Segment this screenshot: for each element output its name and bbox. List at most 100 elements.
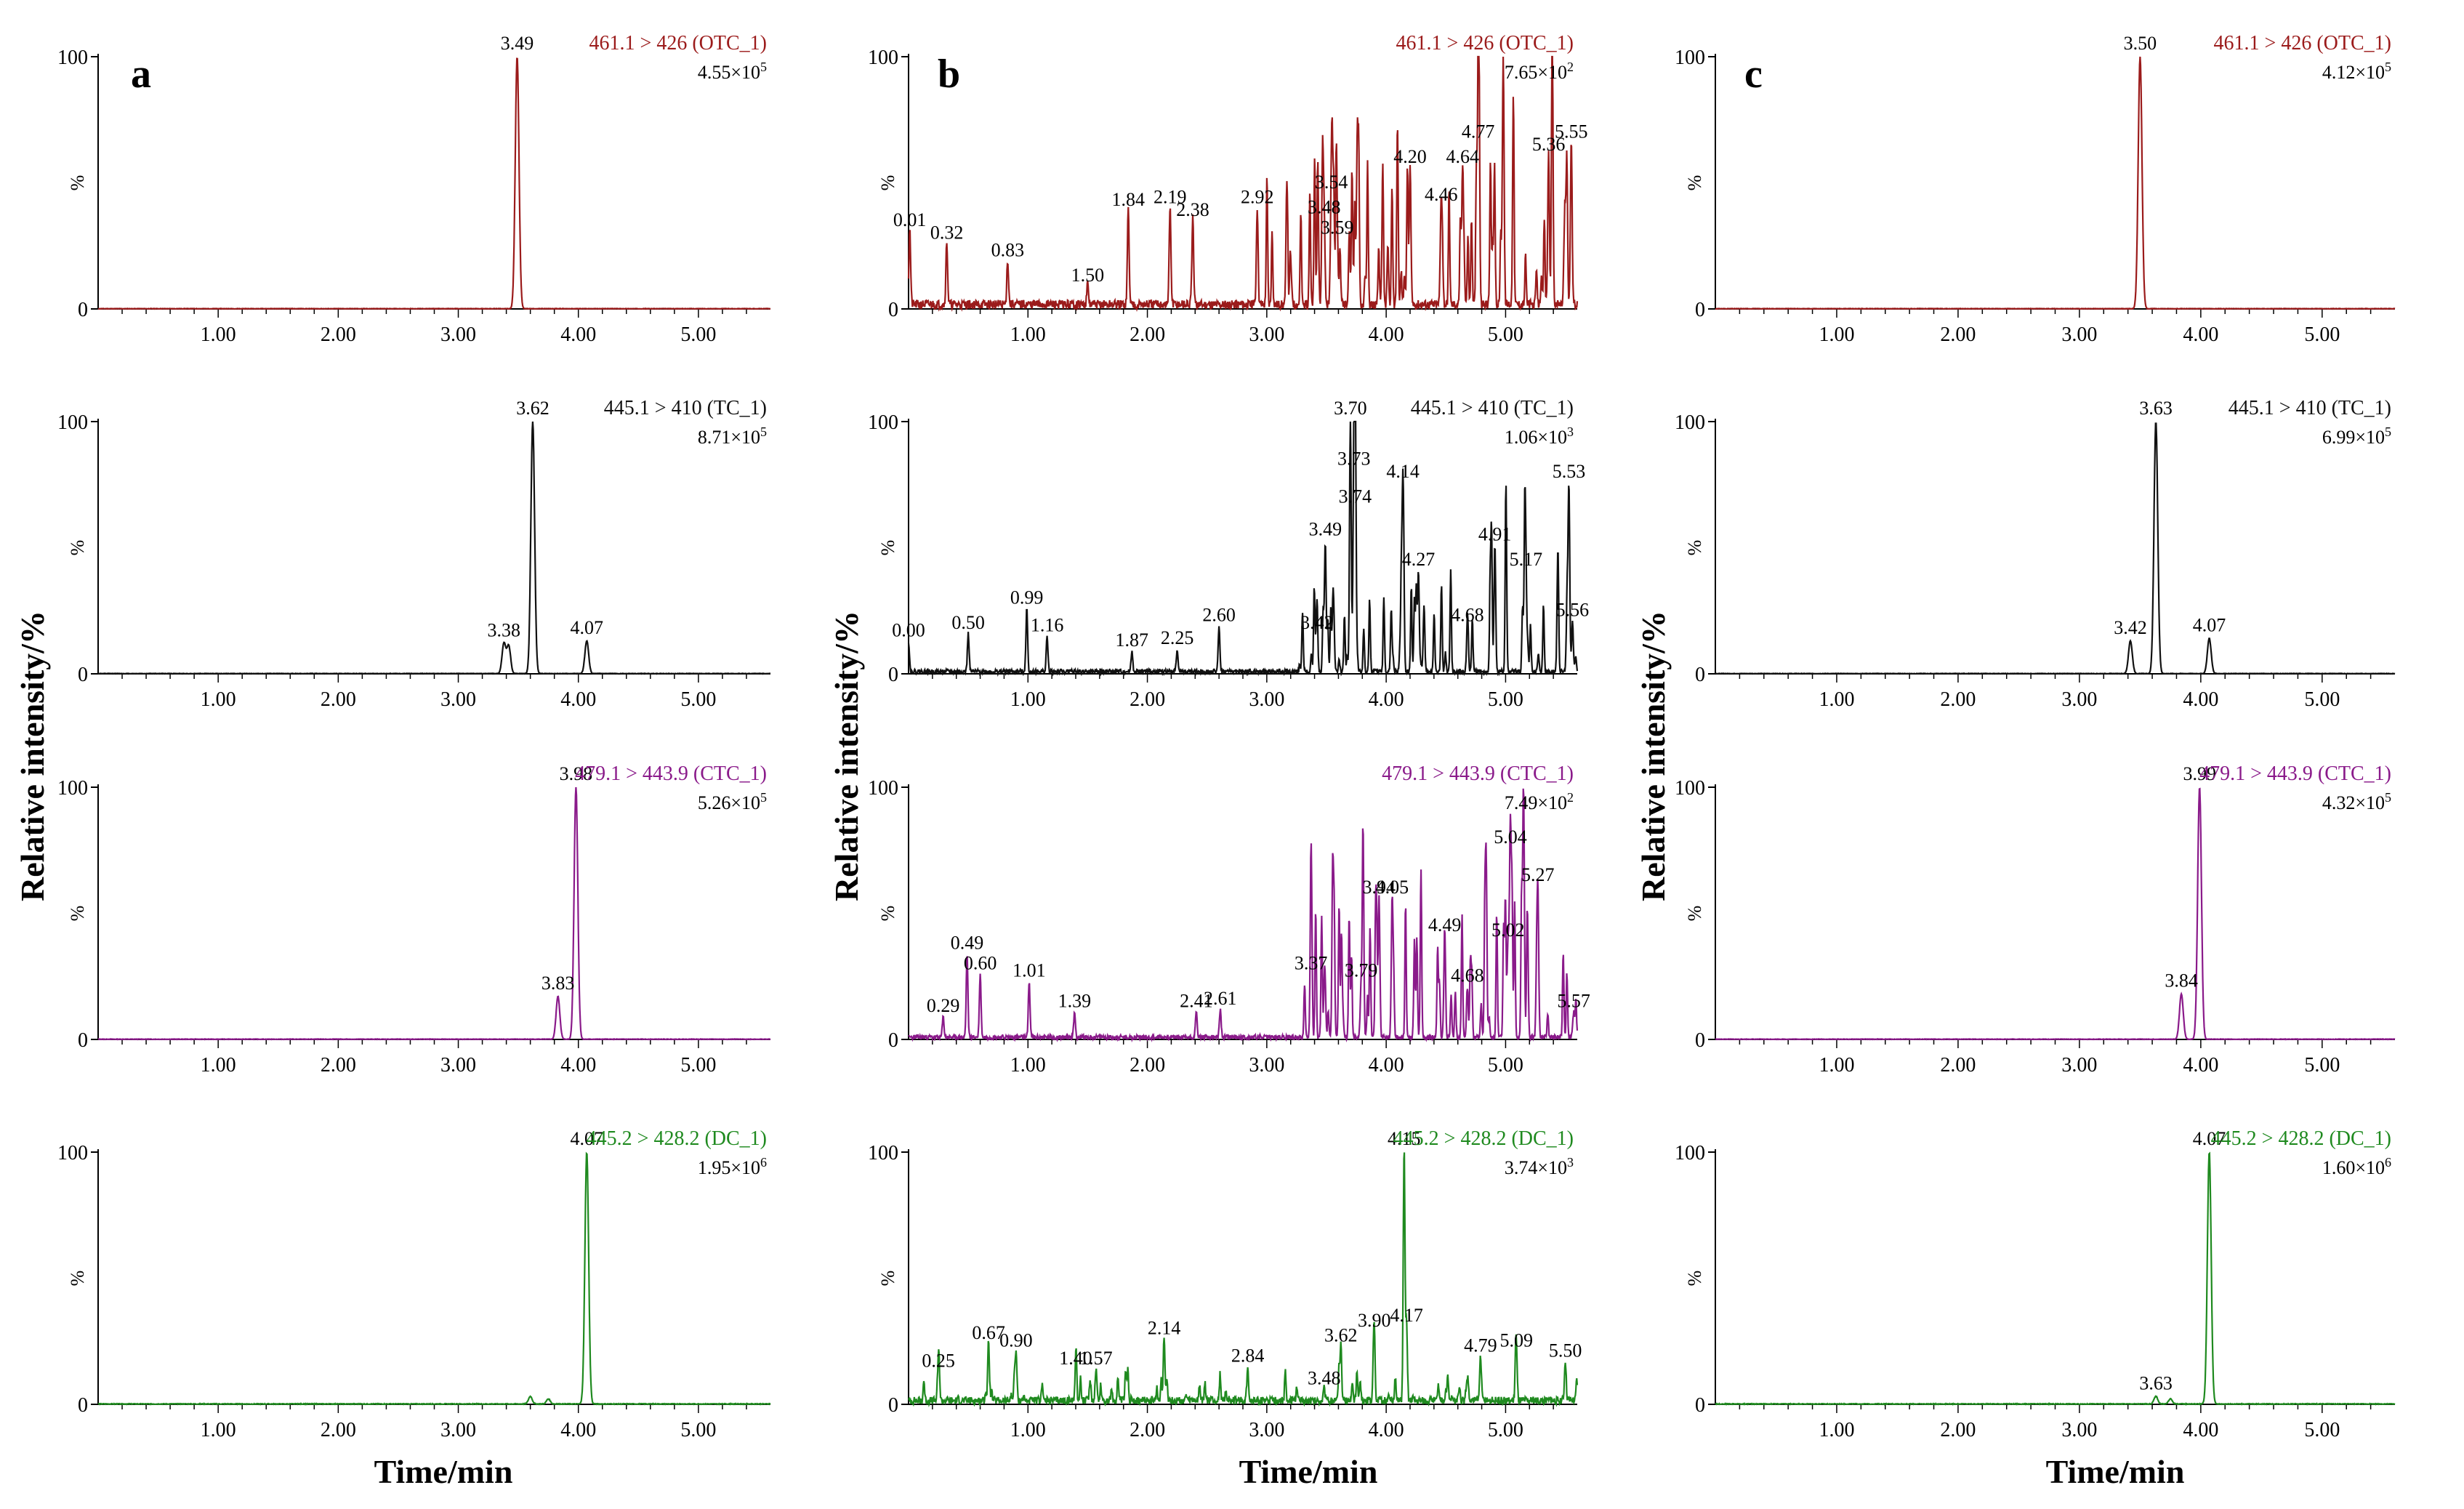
- trace-title: 445.1 > 410 (TC_1): [604, 397, 767, 419]
- y-tick-label: 0: [888, 1029, 898, 1052]
- peak-label: 1.84: [1112, 189, 1146, 210]
- x-tick-label: 1.00: [201, 1054, 236, 1077]
- y-axis-title-c: Relative intensity/%: [1635, 611, 1672, 901]
- trace-line: [97, 1151, 771, 1406]
- x-tick-label: 5.00: [2304, 688, 2340, 711]
- intensity-scale-exponent: 3: [1567, 1155, 1574, 1170]
- x-tick-label: 2.00: [1130, 688, 1165, 711]
- trace-title: 479.1 > 443.9 (CTC_1): [2199, 762, 2391, 785]
- x-tick-label: 1.00: [1819, 1054, 1854, 1077]
- y-percent-label: %: [67, 540, 88, 556]
- intensity-scale-exponent: 5: [760, 424, 767, 439]
- peak-label: 1.87: [1115, 629, 1148, 651]
- panel-letter-b: b: [938, 52, 960, 97]
- intensity-scale-exponent: 5: [2385, 424, 2391, 439]
- peak-label: 0.00: [892, 619, 925, 640]
- x-tick-label: 5.00: [680, 1419, 716, 1441]
- peak-label: 4.07: [2193, 1128, 2226, 1149]
- x-tick-label: 4.00: [1369, 1054, 1404, 1077]
- x-tick-label: 5.00: [1488, 1054, 1523, 1077]
- peak-label: 1.50: [1071, 265, 1105, 286]
- peak-label: 3.49: [501, 33, 534, 54]
- trace-title: 445.2 > 428.2 (DC_1): [587, 1127, 767, 1150]
- peak-label: 1.39: [1058, 990, 1092, 1011]
- peak-label: 1.01: [1012, 960, 1046, 981]
- trace-line: [908, 788, 1579, 1043]
- x-axis-title-a: Time/min: [374, 1453, 513, 1490]
- x-tick-label: 4.00: [560, 688, 596, 711]
- x-tick-label: 4.00: [1369, 688, 1404, 711]
- x-tick-label: 3.00: [2061, 323, 2097, 346]
- x-tick-label: 5.00: [2304, 1419, 2340, 1441]
- y-percent-label: %: [1684, 540, 1705, 556]
- trace-line: [1715, 422, 2396, 675]
- x-tick-label: 1.00: [1819, 323, 1854, 346]
- peak-label: 1.57: [1079, 1348, 1113, 1369]
- peak-label: 0.01: [893, 209, 927, 230]
- peak-label: 3.42: [2114, 617, 2147, 638]
- x-tick-label: 5.00: [680, 323, 716, 346]
- chromatogram-b-2: 0 100% 1.00 2.00 3.00 4.00 5.00 0.29 0.490.60 1.0…: [868, 762, 1590, 1077]
- y-axis-title-a: Relative intensity/%: [14, 611, 51, 901]
- peak-label: 0.83: [991, 240, 1025, 261]
- peak-label: 4.17: [1390, 1305, 1423, 1326]
- peak-label: 4.46: [1425, 184, 1458, 205]
- peak-label: 3.50: [2124, 33, 2157, 54]
- peak-label: 3.48: [1308, 1368, 1341, 1389]
- peak-label: 2.25: [1161, 627, 1194, 648]
- y-tick-label: 100: [1675, 777, 1705, 800]
- x-tick-label: 2.00: [1130, 1054, 1165, 1077]
- intensity-scale-base: 4.32×10: [2322, 792, 2385, 813]
- x-tick-label: 3.00: [2061, 1419, 2097, 1441]
- intensity-scale-base: 8.71×10: [698, 427, 760, 448]
- peak-label: 0.32: [930, 222, 964, 243]
- intensity-scale: 4.32×105: [2322, 790, 2391, 813]
- x-tick-label: 2.00: [321, 323, 356, 346]
- y-tick-label: 0: [888, 299, 898, 321]
- trace-title: 461.1 > 426 (OTC_1): [589, 32, 767, 55]
- y-tick-label: 100: [1675, 1142, 1705, 1164]
- y-axis-title-b: Relative intensity/%: [828, 611, 865, 901]
- x-tick-label: 1.00: [201, 1419, 236, 1441]
- peak-label: 5.02: [1491, 920, 1525, 941]
- peak-label: 3.90: [1358, 1310, 1391, 1331]
- x-tick-label: 1.00: [1010, 1054, 1046, 1077]
- x-tick-label: 1.00: [1819, 688, 1854, 711]
- peak-label: 0.50: [951, 612, 985, 633]
- trace-line: [1715, 56, 2396, 310]
- peak-label: 4.68: [1451, 605, 1484, 626]
- y-tick-label: 100: [57, 47, 88, 69]
- peak-label: 5.57: [1557, 990, 1590, 1011]
- y-tick-label: 0: [78, 1029, 88, 1052]
- y-tick-label: 0: [78, 1394, 88, 1417]
- trace-line: [907, 55, 1579, 313]
- panel-letter-c: c: [1744, 52, 1763, 97]
- x-tick-label: 3.00: [1249, 323, 1284, 346]
- x-tick-label: 2.00: [321, 1054, 356, 1077]
- peak-label: 4.64: [1446, 146, 1480, 167]
- trace-line: [908, 1152, 1579, 1408]
- x-axis-title-c: Time/min: [2046, 1453, 2185, 1490]
- x-tick-label: 3.00: [1249, 1419, 1284, 1441]
- x-tick-label: 1.00: [1010, 323, 1046, 346]
- peak-label: 5.56: [1556, 600, 1590, 621]
- peak-label: 0.67: [972, 1322, 1005, 1343]
- peak-label: 5.53: [1553, 461, 1586, 482]
- chromatogram-c-0: 0 100% 1.00 2.00 3.00 4.00 5.00 3.50 461.1 > 426…: [1675, 32, 2396, 346]
- chromatogram-a-0: 0 100% 1.00 2.00 3.00 4.00 5.00 3.49 461.1 > 426…: [57, 32, 771, 346]
- peak-label: 0.90: [999, 1330, 1033, 1351]
- peak-label: 2.60: [1202, 605, 1236, 626]
- x-tick-label: 4.00: [2183, 323, 2218, 346]
- intensity-scale-exponent: 5: [2385, 60, 2391, 74]
- intensity-scale: 3.74×103: [1505, 1155, 1574, 1178]
- y-percent-label: %: [877, 175, 898, 191]
- intensity-scale: 6.99×105: [2322, 424, 2391, 448]
- peak-label: 0.49: [951, 932, 984, 953]
- peak-label: 3.63: [2139, 398, 2173, 419]
- y-tick-label: 0: [1695, 1029, 1705, 1052]
- peak-label: 3.38: [488, 619, 521, 640]
- peak-label: 3.49: [1309, 519, 1342, 540]
- intensity-scale: 1.95×106: [698, 1155, 767, 1178]
- x-tick-label: 3.00: [440, 1054, 476, 1077]
